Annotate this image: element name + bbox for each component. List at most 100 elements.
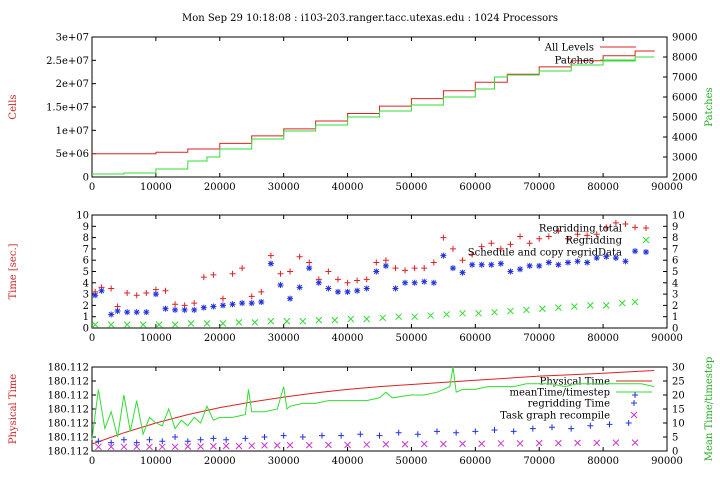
regridding-total-legend-swatch (643, 225, 649, 231)
physical-time-panel: 0 10000 20000 30000 40000 50000 60000 70000 8000… (8, 357, 715, 467)
regridding-time-point (197, 436, 204, 443)
regridding-point (299, 317, 307, 325)
task-graph-recompile-point (574, 439, 581, 447)
regridding-point (411, 313, 418, 321)
regridding-time-point (606, 421, 613, 428)
regridding-time-point (242, 435, 249, 442)
regridding-total-point (344, 279, 351, 286)
y-tick-label: 3 (83, 290, 89, 301)
regridding-total-point (440, 234, 447, 241)
task-graph-recompile-point (120, 443, 128, 451)
regridding-time-point (319, 432, 325, 439)
regridding-total-point (325, 268, 332, 275)
regridding-point (315, 316, 323, 324)
y-tick-label-right: 5 (672, 267, 678, 278)
schedule-and-copy-regriddata-point (536, 262, 543, 269)
regridding-time-point (172, 434, 179, 440)
regridding-time-point (453, 429, 460, 436)
y-tick-label: 1.5e+07 (46, 103, 89, 114)
y2-tick-label: 3000 (672, 153, 697, 164)
regridding-total-point (402, 267, 409, 274)
schedule-and-copy-regriddata-point (98, 287, 105, 294)
schedule-and-copy-regriddata-point (92, 292, 99, 299)
y-tick-label-right: 0 (672, 324, 678, 335)
schedule-and-copy-regriddata-point (622, 258, 629, 265)
regridding-total-point (603, 224, 610, 231)
regridding-legend-label: Regridding (565, 236, 622, 247)
task-graph-recompile-point (459, 440, 466, 448)
task-graph-recompile-point (325, 441, 332, 449)
regridding-total-point (632, 224, 639, 231)
task-graph-recompile-point (420, 440, 428, 448)
y-tick-label-right: 10 (672, 211, 685, 222)
regridding-point (123, 321, 131, 328)
schedule-and-copy-regriddata-point (564, 259, 571, 266)
regridding-point (618, 299, 626, 307)
regridding-time-point (414, 431, 421, 438)
task-graph-recompile-point (158, 443, 166, 451)
schedule-and-copy-regriddata-point (603, 253, 610, 260)
regridding-total-point (248, 293, 255, 300)
task-graph-recompile-point (133, 443, 141, 451)
regridding-total-point (219, 295, 226, 302)
schedule-and-copy-regriddata-point (449, 265, 456, 272)
regridding-total-point (191, 300, 198, 307)
y2-tick-label: 15 (672, 405, 685, 416)
schedule-and-copy-regriddata-point (152, 291, 159, 298)
regridding-total-point (612, 219, 619, 226)
task-graph-recompile-point (261, 442, 268, 449)
schedule-and-copy-regriddata-legend-swatch (643, 249, 649, 255)
y-tick-label: 5e+06 (56, 149, 89, 160)
schedule-and-copy-regriddata-point (181, 306, 188, 313)
x-tick-label: 40000 (332, 456, 364, 467)
regridding-total-point (593, 231, 600, 238)
y2-tick-label: 7000 (672, 73, 697, 84)
physical-time-legend-label: Physical Time (540, 377, 610, 388)
schedule-and-copy-regriddata-point (124, 309, 131, 316)
schedule-and-copy-regriddata-point (402, 279, 409, 286)
regridding-total-point (267, 252, 274, 259)
schedule-and-copy-regriddata-point (334, 288, 341, 295)
task-graph-recompile-point (222, 442, 230, 450)
schedule-and-copy-regriddata-point (258, 299, 265, 306)
regridding-point (363, 315, 371, 323)
x-tick-label: 80000 (587, 182, 619, 193)
regridding-total-point (306, 259, 313, 266)
x-tick-label: 0 (89, 333, 95, 344)
schedule-and-copy-regriddata-point (459, 269, 466, 276)
task-graph-recompile-point (184, 443, 192, 450)
regridding-point (427, 312, 434, 319)
schedule-and-copy-regriddata-point (344, 288, 351, 295)
regridding-point (251, 318, 259, 326)
schedule-and-copy-regriddata-point (363, 285, 370, 292)
schedule-and-copy-regriddata-point (593, 254, 600, 261)
regridding-total-point (210, 271, 217, 278)
schedule-and-copy-regriddata-point (114, 308, 121, 315)
all-levels-legend-label: All Levels (544, 43, 594, 54)
task-graph-recompile-point (344, 441, 351, 449)
y-tick-label: 180.112 (48, 405, 89, 416)
regridding-total-point (411, 265, 418, 272)
y-tick-label: 180.112 (48, 447, 89, 458)
task-graph-recompile-point (382, 440, 390, 448)
x-tick-label: 60000 (459, 182, 491, 193)
schedule-and-copy-regriddata-point (411, 279, 418, 286)
y-axis-label: Physical Time (8, 374, 19, 444)
y2-tick-label: 5000 (672, 113, 697, 124)
regridding-total-point (239, 265, 246, 272)
regridding-point (331, 316, 339, 324)
regridding-time-point (625, 420, 632, 426)
regridding-total-point (526, 240, 533, 247)
regridding-total-point (555, 227, 562, 234)
regridding-time-point (587, 422, 594, 429)
regridding-total-point (143, 289, 150, 296)
y2-tick-label: 2000 (672, 173, 697, 184)
y-tick-label: 0 (83, 324, 89, 335)
schedule-and-copy-regriddata-point (469, 261, 476, 268)
y-tick-label: 7 (83, 244, 89, 255)
schedule-and-copy-regriddata-point (239, 300, 246, 307)
regridding-total-point (488, 240, 495, 247)
schedule-and-copy-regriddata-point (545, 259, 552, 266)
y-tick-label: 1e+07 (56, 126, 89, 137)
